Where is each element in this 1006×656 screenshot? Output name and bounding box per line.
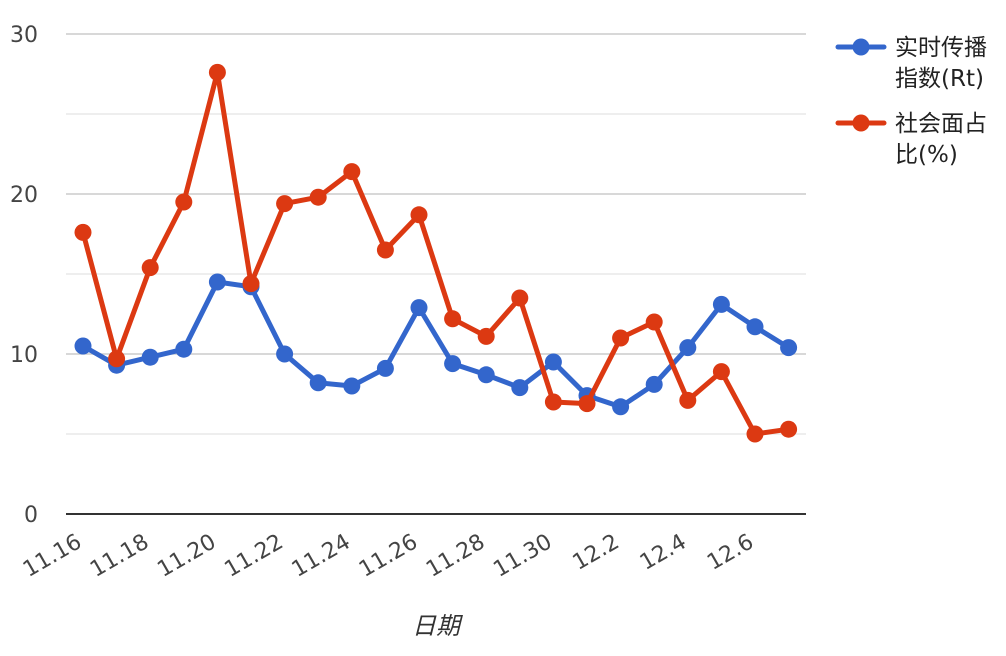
- x-tick-label: 11.22: [221, 530, 288, 583]
- data-point[interactable]: [276, 195, 294, 213]
- data-point[interactable]: [746, 318, 764, 336]
- data-point[interactable]: [511, 379, 529, 397]
- data-point[interactable]: [444, 310, 462, 328]
- data-point[interactable]: [477, 327, 495, 345]
- data-point[interactable]: [175, 193, 193, 211]
- x-tick-label: 11.16: [19, 530, 86, 583]
- x-tick-label: 11.26: [355, 530, 422, 583]
- y-tick-label: 0: [24, 503, 38, 528]
- data-point[interactable]: [511, 289, 529, 307]
- y-tick-label: 10: [10, 343, 38, 368]
- data-point[interactable]: [477, 366, 495, 384]
- data-point[interactable]: [544, 393, 562, 411]
- data-point[interactable]: [645, 313, 663, 331]
- data-point[interactable]: [309, 374, 327, 392]
- series-group: [74, 63, 798, 443]
- data-point[interactable]: [712, 295, 730, 313]
- legend-label: 指数(Rt): [895, 66, 984, 92]
- legend-label: 实时传播: [895, 35, 987, 61]
- data-point[interactable]: [712, 363, 730, 381]
- data-point[interactable]: [208, 63, 226, 81]
- data-point[interactable]: [74, 337, 92, 355]
- legend-label: 社会面占: [895, 111, 987, 137]
- data-point[interactable]: [141, 259, 159, 277]
- data-point[interactable]: [376, 241, 394, 259]
- x-axis: 11.16 11.18 11.20 11.22 11.24 11.26 11.28 11.30…: [19, 530, 758, 583]
- x-axis-title: 日期: [412, 612, 463, 640]
- data-point[interactable]: [780, 339, 798, 357]
- data-point[interactable]: [612, 398, 630, 416]
- data-point[interactable]: [746, 425, 764, 443]
- y-axis: 0 10 20 30: [10, 23, 38, 528]
- data-point[interactable]: [645, 375, 663, 393]
- x-tick-label: 12.6: [703, 530, 758, 576]
- data-point[interactable]: [276, 345, 294, 363]
- data-point[interactable]: [343, 377, 361, 395]
- data-point[interactable]: [578, 395, 596, 413]
- data-point[interactable]: [612, 329, 630, 347]
- x-tick-label: 11.30: [489, 530, 556, 583]
- y-tick-label: 20: [10, 183, 38, 208]
- x-tick-label: 12.2: [569, 530, 624, 576]
- data-point[interactable]: [410, 299, 428, 317]
- data-point[interactable]: [376, 359, 394, 377]
- data-point[interactable]: [343, 163, 361, 181]
- legend-label: 比(%): [895, 142, 958, 168]
- y-tick-label: 30: [10, 23, 38, 48]
- x-tick-label: 11.24: [288, 530, 355, 583]
- x-tick-label: 11.18: [86, 530, 153, 583]
- data-point[interactable]: [410, 206, 428, 224]
- x-tick-label: 12.4: [636, 530, 691, 576]
- data-point[interactable]: [679, 391, 697, 409]
- x-tick-label: 11.20: [153, 530, 220, 583]
- data-point[interactable]: [141, 348, 159, 366]
- data-point[interactable]: [108, 350, 126, 368]
- legend-swatch-marker: [852, 38, 870, 56]
- data-point[interactable]: [679, 339, 697, 357]
- data-point[interactable]: [74, 223, 92, 241]
- data-point[interactable]: [208, 273, 226, 291]
- series-2: [74, 63, 798, 443]
- data-point[interactable]: [175, 340, 193, 358]
- data-point[interactable]: [544, 353, 562, 371]
- x-tick-label: 11.28: [422, 530, 489, 583]
- data-point[interactable]: [780, 420, 798, 438]
- series-line: [80, 69, 792, 437]
- data-point[interactable]: [242, 275, 260, 293]
- legend-swatch-marker: [852, 114, 870, 132]
- data-point[interactable]: [309, 188, 327, 206]
- data-point[interactable]: [444, 355, 462, 373]
